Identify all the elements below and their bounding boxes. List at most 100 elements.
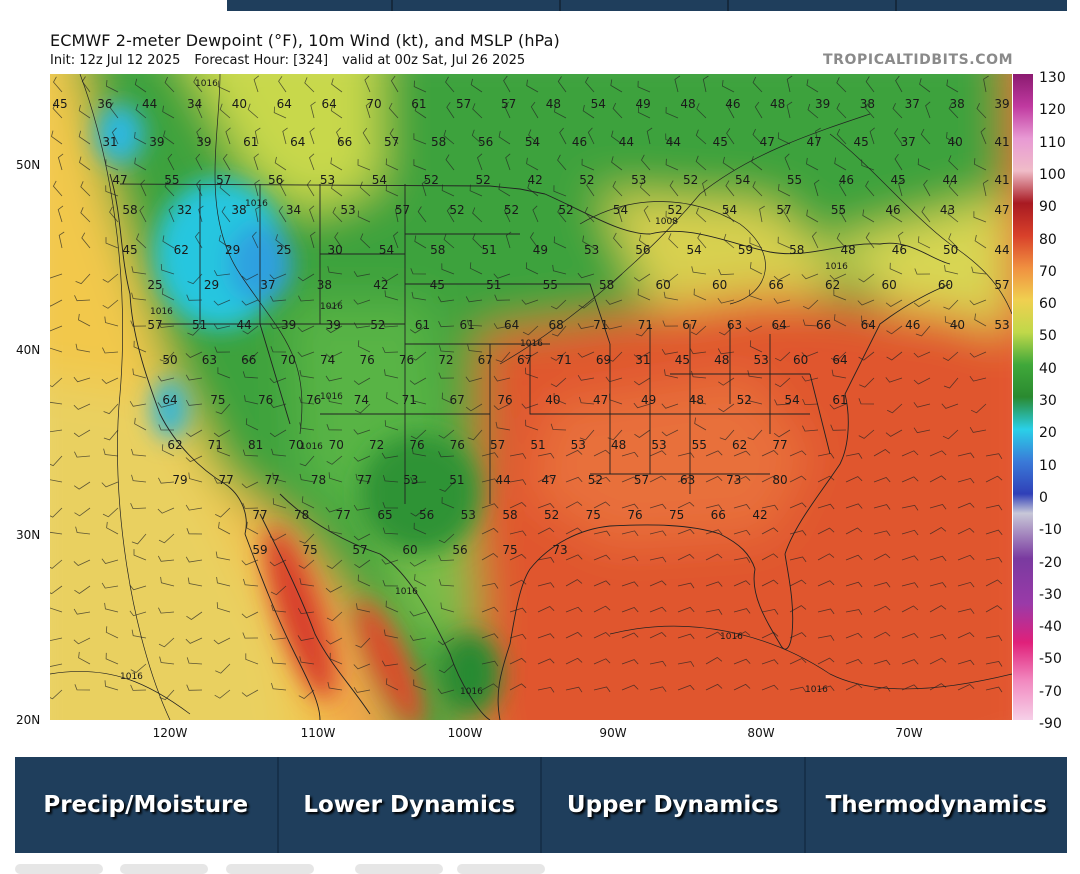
- wind-barb: [664, 369, 679, 379]
- dewpoint-value-label: 71: [638, 318, 653, 332]
- wind-barb: [806, 209, 819, 223]
- wind-barb: [79, 156, 91, 171]
- wind-barb: [270, 346, 287, 353]
- wind-barb: [865, 76, 875, 93]
- wind-barb: [593, 554, 611, 561]
- dewpoint-value-label: 55: [164, 173, 179, 187]
- wind-barb: [102, 273, 119, 283]
- wind-barb: [353, 299, 371, 305]
- wind-barb: [469, 262, 483, 275]
- wind-barb: [817, 657, 835, 665]
- wind-barb: [438, 663, 455, 674]
- wind-barb: [50, 299, 63, 307]
- nav-upper-dynamics[interactable]: Upper Dynamics: [542, 757, 806, 853]
- wind-barb: [668, 233, 679, 249]
- wind-barb: [789, 475, 807, 483]
- wind-barb: [357, 340, 371, 353]
- wind-barb: [414, 235, 427, 249]
- isobar-value-label: 1016: [150, 307, 173, 317]
- wind-barb: [901, 504, 919, 511]
- dewpoint-value-label: 44: [619, 135, 634, 149]
- wind-barb: [213, 429, 231, 438]
- wind-barb: [472, 207, 483, 223]
- wind-barb: [702, 75, 709, 93]
- wind-barb: [131, 533, 147, 545]
- dewpoint-value-label: 53: [584, 243, 599, 257]
- wind-barb: [381, 660, 399, 667]
- wind-barb: [553, 392, 567, 405]
- dewpoint-value-label: 57: [384, 135, 399, 149]
- wind-barb: [299, 370, 315, 379]
- wind-barb: [216, 602, 231, 613]
- wind-barb: [247, 103, 259, 119]
- nav-lower-dynamics[interactable]: Lower Dynamics: [279, 757, 542, 853]
- wind-barb: [325, 375, 343, 382]
- dewpoint-value-label: 53: [320, 173, 335, 187]
- wind-barb: [129, 400, 147, 407]
- wind-barb: [297, 608, 315, 615]
- wind-barb: [102, 347, 119, 354]
- dewpoint-value-label: 50: [162, 353, 177, 367]
- dewpoint-value-label: 47: [994, 203, 1009, 217]
- wind-barb: [834, 157, 847, 171]
- wind-barb: [244, 395, 259, 405]
- wind-barb: [733, 557, 751, 563]
- nav-precip-moisture[interactable]: Precip/Moisture: [15, 757, 279, 853]
- wind-barb: [782, 205, 791, 223]
- dewpoint-value-label: 44: [237, 318, 252, 332]
- wind-barb: [105, 80, 119, 93]
- wind-barb: [649, 530, 667, 537]
- wind-barb: [873, 605, 891, 613]
- wind-barb: [385, 600, 399, 613]
- wind-barb: [577, 272, 595, 279]
- wind-barb: [471, 129, 483, 145]
- isobar-value-label: 1016: [320, 392, 343, 402]
- wind-barb: [957, 477, 975, 484]
- wind-barb: [73, 376, 91, 383]
- wind-barb: [279, 179, 287, 197]
- wind-barb: [385, 184, 399, 197]
- wind-barb: [498, 183, 511, 197]
- dewpoint-value-label: 77: [357, 473, 372, 487]
- wind-barb: [807, 103, 819, 119]
- colorbar-tick-label: -70: [1039, 683, 1062, 700]
- nav-thermodynamics[interactable]: Thermodynamics: [825, 792, 1047, 818]
- wind-barb: [158, 637, 175, 648]
- dewpoint-value-label: 53: [631, 173, 646, 187]
- wind-barb: [282, 127, 288, 145]
- wind-barb: [187, 577, 203, 587]
- wind-barb: [565, 527, 583, 535]
- dewpoint-value-label: 58: [431, 135, 446, 149]
- dewpoint-value-label: 25: [147, 278, 162, 292]
- wind-barb: [441, 496, 455, 509]
- dewpoint-value-label: 44: [994, 243, 1009, 257]
- wind-barb: [865, 180, 875, 197]
- wind-barb: [761, 579, 779, 587]
- wind-barb: [923, 179, 931, 197]
- wind-barb: [845, 609, 863, 615]
- dewpoint-value-label: 43: [940, 203, 955, 217]
- wind-barb: [75, 526, 91, 535]
- wind-barb: [215, 663, 231, 674]
- wind-barb: [522, 325, 539, 336]
- dewpoint-value-label: 49: [641, 393, 656, 407]
- wind-barb: [892, 103, 903, 119]
- wind-barb: [817, 685, 835, 691]
- wind-barb: [131, 474, 147, 483]
- dewpoint-value-label: 44: [142, 97, 157, 111]
- dewpoint-value-label: 49: [533, 243, 548, 257]
- lat-label-20n: 20N: [16, 713, 41, 727]
- wind-barb: [838, 179, 847, 197]
- dewpoint-value-label: 42: [373, 278, 388, 292]
- wind-barb: [942, 351, 959, 361]
- wind-barb: [985, 556, 1003, 563]
- wind-barb: [254, 179, 260, 197]
- wind-barb: [164, 180, 175, 197]
- wind-barb: [50, 455, 63, 467]
- wind-barb: [503, 75, 511, 93]
- wind-barb: [443, 129, 455, 145]
- wind-barb: [929, 475, 947, 483]
- wind-barb: [481, 452, 499, 458]
- wind-barb: [605, 376, 623, 383]
- wind-barb: [649, 450, 667, 457]
